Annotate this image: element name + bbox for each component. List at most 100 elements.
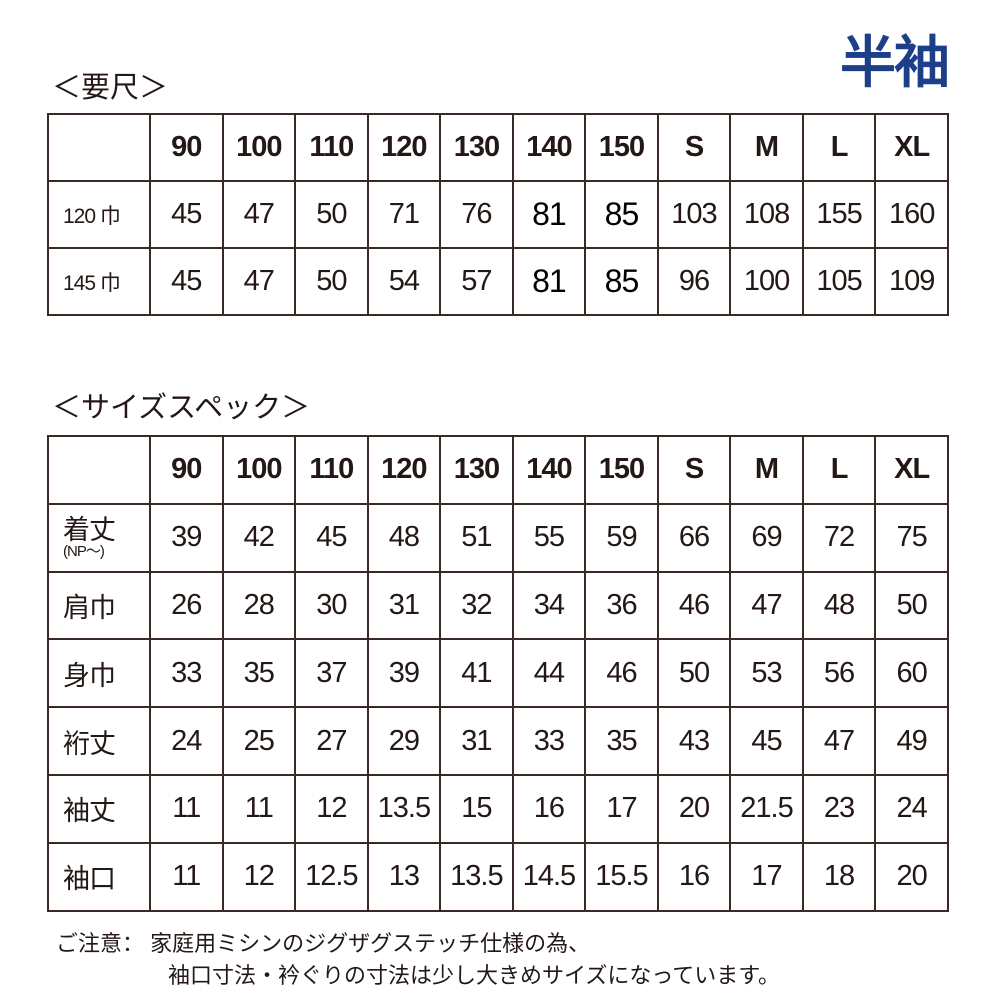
value-cell: 33 xyxy=(149,638,224,709)
value-cell: 31 xyxy=(439,706,514,776)
value-cell: 47 xyxy=(729,570,804,641)
value-cell: 47 xyxy=(221,180,297,249)
value-cell: 20 xyxy=(874,841,949,912)
value-cell: 45 xyxy=(149,247,224,316)
value-cell: 12.5 xyxy=(294,841,369,912)
value-cell: 72 xyxy=(801,502,877,573)
value-cell: 11 xyxy=(221,773,297,844)
value-cell: 48 xyxy=(801,570,877,641)
size-header-cell: XL xyxy=(874,435,949,505)
size-header-cell: 130 xyxy=(439,435,514,505)
value-cell: 24 xyxy=(874,773,949,844)
value-cell: 12 xyxy=(294,773,369,844)
value-cell: 50 xyxy=(294,180,369,249)
value-cell: 45 xyxy=(729,706,804,776)
row-label-text: 裄丈 xyxy=(63,728,116,759)
value-cell: 69 xyxy=(729,502,804,573)
value-cell: 43 xyxy=(656,706,732,776)
value-cell: 50 xyxy=(874,570,949,641)
value-cell: 33 xyxy=(511,706,587,776)
header-row: 90 100 110 120 130 140 150 S M L XL xyxy=(47,435,949,505)
value-cell: 59 xyxy=(584,502,659,573)
value-cell: 53 xyxy=(729,638,804,709)
row-label-text: 身巾 xyxy=(63,660,116,691)
row-label: 袖口 xyxy=(47,841,151,912)
value-cell: 15.5 xyxy=(584,841,659,912)
size-header-cell: S xyxy=(656,113,732,182)
value-cell: 46 xyxy=(656,570,732,641)
value-cell: 13 xyxy=(366,841,442,912)
value-cell: 56 xyxy=(801,638,877,709)
value-cell: 14.5 xyxy=(511,841,587,912)
row-label: 袖丈 xyxy=(47,773,151,844)
table-row: 身巾 33 35 37 39 41 44 46 50 53 56 60 xyxy=(47,638,949,709)
value-cell: 35 xyxy=(221,638,297,709)
value-cell: 37 xyxy=(294,638,369,709)
page-title: 半袖 xyxy=(840,31,950,94)
value-cell: 29 xyxy=(366,706,442,776)
value-cell: 24 xyxy=(149,706,224,776)
row-label-text: 着丈 xyxy=(63,515,116,546)
row-label: 肩巾 xyxy=(47,570,151,641)
value-cell: 42 xyxy=(221,502,297,573)
value-cell: 54 xyxy=(366,247,442,316)
row-label-text: 袖口 xyxy=(63,864,116,895)
table-row: 袖口 11 12 12.5 13 13.5 14.5 15.5 16 17 18 20 xyxy=(47,841,949,912)
corner-cell xyxy=(47,435,151,505)
table-row: 裄丈 24 25 27 29 31 33 35 43 45 47 49 xyxy=(47,706,949,776)
value-cell: 21.5 xyxy=(729,773,804,844)
size-header-cell: L xyxy=(801,113,877,182)
value-cell: 155 xyxy=(801,180,877,249)
value-cell: 47 xyxy=(221,247,297,316)
value-cell: 20 xyxy=(656,773,732,844)
value-cell: 81 xyxy=(511,180,587,249)
value-cell: 16 xyxy=(656,841,732,912)
value-cell: 11 xyxy=(149,773,224,844)
value-cell: 85 xyxy=(584,247,659,316)
size-header-cell: 100 xyxy=(221,113,297,182)
value-cell: 13.5 xyxy=(439,841,514,912)
value-cell: 71 xyxy=(366,180,442,249)
value-cell: 96 xyxy=(656,247,732,316)
value-cell: 109 xyxy=(874,247,949,316)
table-row: 袖丈 11 11 12 13.5 15 16 17 20 21.5 23 24 xyxy=(47,773,949,844)
value-cell: 50 xyxy=(656,638,732,709)
value-cell: 15 xyxy=(439,773,514,844)
value-cell: 26 xyxy=(149,570,224,641)
row-label: 裄丈 xyxy=(47,706,151,776)
yardage-heading: ＜要尺＞ xyxy=(52,72,169,104)
size-header-cell: 140 xyxy=(511,113,587,182)
header-row: 90 100 110 120 130 140 150 S M L XL xyxy=(47,113,949,182)
yardage-table: 90 100 110 120 130 140 150 S M L XL 120 巾 45 47 50 71 76… xyxy=(47,113,949,316)
size-header-cell: 90 xyxy=(149,113,224,182)
value-cell: 45 xyxy=(149,180,224,249)
value-cell: 32 xyxy=(439,570,514,641)
size-header-cell: 120 xyxy=(366,113,442,182)
value-cell: 60 xyxy=(874,638,949,709)
value-cell: 39 xyxy=(149,502,224,573)
size-header-cell: 140 xyxy=(511,435,587,505)
size-header-cell: 90 xyxy=(149,435,224,505)
value-cell: 75 xyxy=(874,502,949,573)
value-cell: 27 xyxy=(294,706,369,776)
value-cell: 41 xyxy=(439,638,514,709)
row-label-text: 肩巾 xyxy=(63,592,116,623)
value-cell: 49 xyxy=(874,706,949,776)
value-cell: 11 xyxy=(149,841,224,912)
size-spec-table: 90 100 110 120 130 140 150 S M L XL 着丈 (NP〜) 39 42 45 48… xyxy=(47,435,949,912)
value-cell: 28 xyxy=(221,570,297,641)
value-cell: 105 xyxy=(801,247,877,316)
size-spec-heading: ＜サイズスペック＞ xyxy=(52,392,311,424)
value-cell: 45 xyxy=(294,502,369,573)
value-cell: 12 xyxy=(221,841,297,912)
value-cell: 34 xyxy=(511,570,587,641)
table-row: 肩巾 26 28 30 31 32 34 36 46 47 48 50 xyxy=(47,570,949,641)
size-header-cell: 150 xyxy=(584,113,659,182)
value-cell: 13.5 xyxy=(366,773,442,844)
value-cell: 17 xyxy=(584,773,659,844)
value-cell: 66 xyxy=(656,502,732,573)
value-cell: 39 xyxy=(366,638,442,709)
caution-note: ご注意： 家庭用ミシンのジグザグステッチ仕様の為、 袖口寸法・衿ぐりの寸法は少し… xyxy=(56,928,780,992)
row-label: 145 巾 xyxy=(47,247,151,316)
value-cell: 46 xyxy=(584,638,659,709)
